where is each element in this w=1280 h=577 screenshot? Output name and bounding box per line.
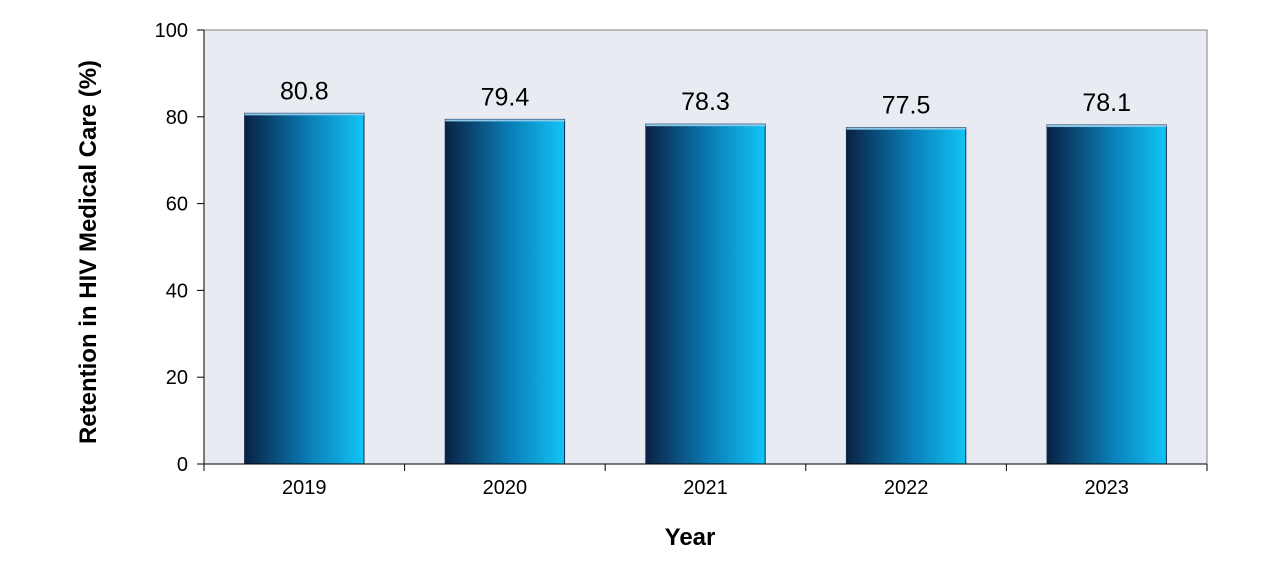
bar-2023	[1046, 124, 1167, 465]
y-tick-label-20: 20	[166, 367, 188, 389]
x-tick-label-2019: 2019	[282, 477, 327, 499]
y-axis-title: Retention in HIV Medical Care (%)	[75, 60, 102, 444]
bar-2020	[444, 118, 566, 465]
x-tick-label-2022: 2022	[884, 477, 929, 499]
bar-2019	[244, 112, 365, 465]
bar-top-2020	[445, 119, 565, 122]
x-axis-title: Year	[665, 524, 716, 551]
bar-top-2023	[1047, 125, 1167, 128]
bar-top-2019	[244, 113, 364, 116]
data-label-2020: 79.4	[481, 83, 530, 111]
y-tick-label-0: 0	[177, 454, 188, 476]
y-tick-label-40: 40	[166, 280, 188, 302]
bar-2021	[645, 123, 766, 465]
data-label-2022: 77.5	[882, 92, 931, 120]
data-label-2019: 80.8	[280, 77, 329, 105]
y-tick-label-100: 100	[155, 20, 188, 42]
bar-2022	[845, 127, 967, 465]
x-tick-label-2020: 2020	[483, 477, 528, 499]
data-label-2021: 78.3	[681, 88, 730, 116]
x-tick-label-2021: 2021	[683, 477, 728, 499]
x-tick-label-2023: 2023	[1084, 477, 1129, 499]
y-tick-label-80: 80	[166, 107, 188, 129]
bar-top-2021	[645, 124, 766, 127]
data-label-2023: 78.1	[1082, 89, 1131, 117]
y-tick-label-60: 60	[166, 194, 188, 216]
bar-top-2022	[846, 127, 966, 130]
